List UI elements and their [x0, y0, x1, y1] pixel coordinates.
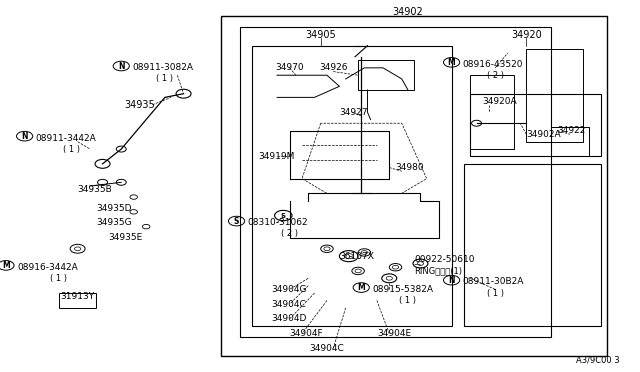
Text: 34970: 34970 — [275, 63, 304, 72]
Text: 34904G: 34904G — [271, 285, 307, 294]
Text: 31913Y: 31913Y — [61, 292, 95, 301]
Text: 34902: 34902 — [392, 7, 423, 17]
Text: 08911-30B2A: 08911-30B2A — [463, 278, 524, 286]
Text: ( 1 ): ( 1 ) — [63, 145, 80, 154]
Text: RINGリング(1): RINGリング(1) — [414, 266, 462, 275]
Text: 34905: 34905 — [305, 30, 336, 40]
Text: 34904C: 34904C — [310, 344, 344, 353]
Text: 34922: 34922 — [557, 126, 586, 135]
Text: 08911-3442A: 08911-3442A — [36, 134, 97, 142]
Text: 34904D: 34904D — [271, 314, 306, 323]
Text: 34980: 34980 — [396, 163, 424, 172]
Text: ( 1 ): ( 1 ) — [156, 74, 173, 83]
Text: 00922-50610: 00922-50610 — [414, 255, 475, 264]
Text: 34902A: 34902A — [527, 130, 561, 139]
Text: N: N — [21, 132, 28, 141]
Bar — [464, 164, 601, 326]
Text: ( 1 ): ( 1 ) — [487, 289, 504, 298]
Text: N: N — [118, 61, 125, 71]
Bar — [252, 46, 452, 326]
Bar — [239, 27, 551, 337]
Bar — [221, 16, 607, 356]
Text: 34920: 34920 — [511, 30, 542, 40]
Text: ( 2 ): ( 2 ) — [281, 230, 298, 238]
Text: N: N — [449, 276, 455, 285]
Text: 34904C: 34904C — [271, 300, 305, 309]
Text: 34904F: 34904F — [289, 329, 323, 338]
Text: S: S — [234, 217, 239, 225]
Bar — [59, 293, 96, 308]
Text: 34919M: 34919M — [259, 152, 295, 161]
Text: A3/9C00 3: A3/9C00 3 — [576, 355, 620, 364]
Bar — [551, 127, 589, 157]
Text: M: M — [2, 261, 10, 270]
Text: 34935B: 34935B — [77, 185, 113, 194]
Text: M: M — [357, 283, 365, 292]
Text: 08915-5382A: 08915-5382A — [372, 285, 433, 294]
Text: S: S — [281, 212, 286, 218]
Bar — [358, 61, 414, 90]
Text: ( 2 ): ( 2 ) — [487, 71, 504, 80]
Bar — [527, 49, 582, 142]
Text: 08916-3442A: 08916-3442A — [17, 263, 78, 272]
Text: 34935G: 34935G — [96, 218, 132, 227]
Text: 34904E: 34904E — [377, 329, 411, 338]
Bar — [470, 94, 601, 157]
Text: 08911-3082A: 08911-3082A — [132, 63, 193, 72]
Text: 34927: 34927 — [339, 108, 368, 117]
Text: 08310-31062: 08310-31062 — [248, 218, 308, 227]
Bar — [470, 75, 514, 149]
Text: 34935E: 34935E — [109, 233, 143, 242]
Text: ( 1 ): ( 1 ) — [399, 296, 417, 305]
Text: 34920A: 34920A — [483, 97, 517, 106]
Text: 08916-43520: 08916-43520 — [463, 60, 524, 69]
Text: 34935: 34935 — [125, 100, 156, 110]
Text: 34935D: 34935D — [96, 203, 132, 213]
Text: 34926: 34926 — [319, 63, 348, 72]
Text: M: M — [448, 58, 456, 67]
Text: ( 1 ): ( 1 ) — [51, 274, 67, 283]
Text: 36107X: 36107X — [339, 251, 374, 261]
